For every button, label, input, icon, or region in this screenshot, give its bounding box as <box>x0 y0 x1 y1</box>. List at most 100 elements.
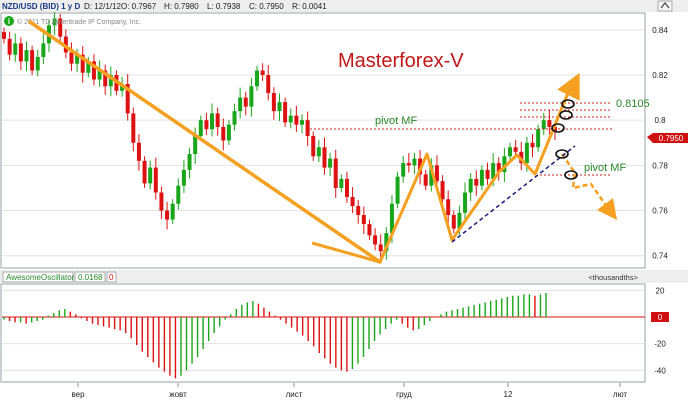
candle-body <box>283 102 288 123</box>
circle-target-1 <box>561 99 575 109</box>
candle-body <box>339 178 344 188</box>
candle-body <box>423 174 428 186</box>
candle-body <box>266 74 271 94</box>
candle-body <box>210 113 215 130</box>
candle-body <box>238 97 243 112</box>
header-symbol: NZD/USD (BID) 1 y D <box>2 2 80 11</box>
candle-body <box>148 167 153 184</box>
candle-body <box>530 142 535 148</box>
oscillator-tick-label: 20 <box>656 286 665 295</box>
candle-body <box>508 147 513 157</box>
header-low: L: 0.7938 <box>207 2 241 11</box>
candle-body <box>412 158 417 166</box>
target-arrow <box>557 72 580 101</box>
candle-body <box>30 50 35 71</box>
candle-body <box>299 120 304 125</box>
candle-body <box>7 38 12 55</box>
x-axis: вер жовт лист груд 12 лют <box>71 383 627 399</box>
candle-body <box>226 124 231 141</box>
candle-body <box>429 165 434 186</box>
price-tick-label: 0.84 <box>652 26 668 35</box>
x-tick-label: лют <box>613 390 627 399</box>
oscillator-units: <thousandths> <box>588 273 638 282</box>
price-tick-label: 0.8 <box>654 116 666 125</box>
candle-body <box>479 169 484 186</box>
pivot-upper-label: pivot MF <box>375 115 417 127</box>
candle-body <box>361 215 366 225</box>
candle-body <box>524 142 529 164</box>
header-bar <box>0 0 688 12</box>
candle-body <box>294 115 299 125</box>
header-range: R: 0.0041 <box>292 2 327 11</box>
candle-body <box>322 147 327 168</box>
candle-body <box>125 84 130 114</box>
header-date: D: 12/1/12 <box>84 2 121 11</box>
alt-scenario-path <box>560 153 612 212</box>
downtrend-line <box>28 20 382 264</box>
oscillator-zero-tag <box>651 312 669 322</box>
candle-body <box>468 178 473 193</box>
pivot-circles <box>551 99 578 180</box>
candle-body <box>108 74 113 87</box>
price-tick-label: 0.78 <box>652 161 668 170</box>
last-price-tag: 0.7950 <box>647 133 688 143</box>
candle-body <box>97 70 102 80</box>
candle-body <box>271 93 276 112</box>
candle-body <box>457 212 462 229</box>
candle-body <box>316 147 321 157</box>
candle-body <box>120 84 125 91</box>
candle-body <box>255 70 260 87</box>
candle-body <box>181 169 186 186</box>
wave-path <box>311 87 572 264</box>
candle-body <box>463 192 468 213</box>
oscillator-readout: 0.0168 <box>78 273 103 282</box>
candle-body <box>496 163 501 173</box>
candle-body <box>204 120 209 130</box>
alt-scenario-arrow <box>597 198 617 220</box>
candle-body <box>260 70 265 75</box>
oscillator-readout2: 0 <box>109 273 114 282</box>
candle-body <box>41 43 46 57</box>
candle-body <box>24 50 29 62</box>
circle-pivot-upper <box>551 123 565 133</box>
candle-body <box>446 199 451 216</box>
circle-target-2 <box>559 110 573 120</box>
candle-body <box>187 154 192 170</box>
candle-body <box>277 102 282 112</box>
candle-body <box>491 163 496 179</box>
candle-body <box>249 86 254 107</box>
candle-body <box>35 56 40 71</box>
candle-body <box>13 43 18 55</box>
oscillator-tick-label: -40 <box>654 366 666 375</box>
candle-body <box>333 158 338 188</box>
last-price-text: 0.7950 <box>659 134 684 143</box>
copyright-text: © 2011 TD Ameritrade IP Company, Inc. <box>17 18 141 26</box>
price-y-axis: 0.84 0.82 0.8 0.78 0.76 0.74 <box>652 26 668 261</box>
header-high: H: 0.7980 <box>164 2 199 11</box>
candle-body <box>434 165 439 182</box>
candle-body <box>153 167 158 193</box>
oscillator-name-box[interactable] <box>2 271 74 283</box>
circle-pivot-lower <box>564 170 578 180</box>
candle-body <box>232 111 237 125</box>
support-line <box>451 145 576 243</box>
oscillator-tick-label: 0 <box>658 313 663 322</box>
candle-body <box>305 120 310 136</box>
x-tick-label: 12 <box>504 390 513 399</box>
info-icon[interactable]: i <box>4 16 14 26</box>
candle-body <box>401 163 406 177</box>
candle-body <box>440 181 445 200</box>
collapse-icon[interactable] <box>657 0 673 12</box>
header-readouts: NZD/USD (BID) 1 y D D: 12/1/12 O: 0.7967… <box>2 2 327 11</box>
oscillator-y-axis: 20 0 -20 -40 <box>651 286 669 375</box>
candle-body <box>384 233 389 252</box>
svg-text:i: i <box>8 17 10 26</box>
candle-body <box>193 135 198 155</box>
pivot-lower-label: pivot MF <box>584 162 626 174</box>
price-tick-label: 0.76 <box>652 207 668 216</box>
x-tick-label: груд <box>396 390 412 399</box>
candle-body <box>159 192 164 211</box>
x-tick-label: вер <box>71 390 85 399</box>
